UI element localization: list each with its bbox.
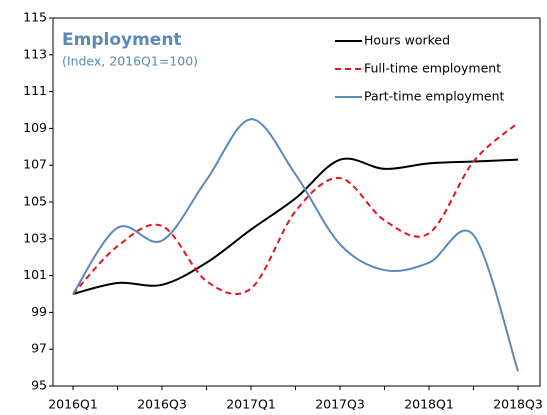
legend-label: Part-time employment (364, 89, 505, 104)
x-tick-label: 2016Q3 (137, 397, 187, 412)
legend-label: Full-time employment (364, 61, 501, 76)
y-tick-label: 113 (23, 46, 47, 61)
chart-subtitle: (Index, 2016Q1=100) (62, 54, 198, 69)
x-tick-label: 2018Q1 (404, 397, 454, 412)
x-tick-label: 2016Q1 (48, 397, 98, 412)
chart-title: Employment (62, 30, 182, 50)
y-tick-label: 99 (31, 304, 47, 319)
x-tick-label: 2017Q1 (226, 397, 276, 412)
y-tick-label: 105 (23, 194, 47, 209)
line-series (72, 122, 519, 296)
y-tick-label: 97 (31, 341, 47, 356)
y-tick-label: 115 (23, 10, 47, 25)
y-tick-label: 95 (31, 378, 47, 393)
y-tick-label: 109 (23, 120, 47, 135)
y-tick-label: 101 (23, 267, 47, 282)
y-tick-label: 111 (23, 83, 47, 98)
legend-label: Hours worked (364, 33, 450, 48)
y-tick-label: 107 (23, 157, 47, 172)
line-series (72, 157, 519, 295)
line-series (72, 118, 519, 372)
x-tick-label: 2017Q3 (315, 397, 365, 412)
x-tick-label: 2018Q3 (493, 397, 543, 412)
y-tick-label: 103 (23, 230, 47, 245)
